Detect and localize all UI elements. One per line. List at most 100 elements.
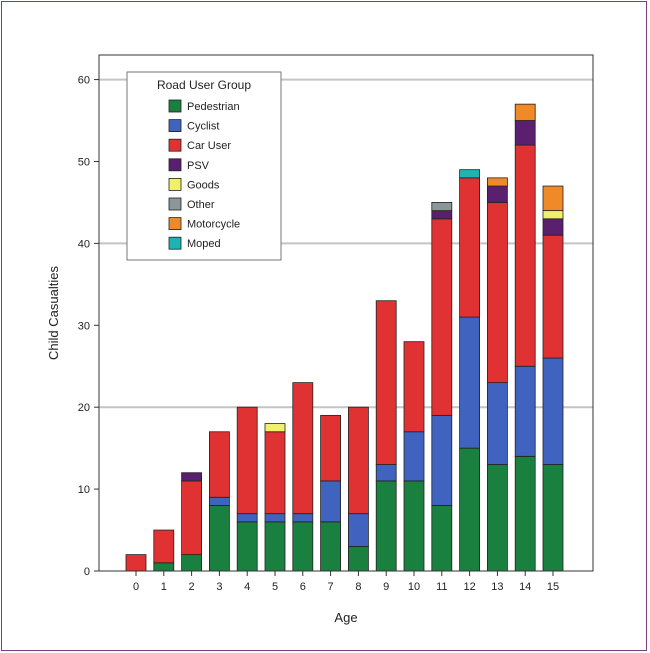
bar-segment	[208, 431, 230, 498]
bar-segment	[486, 382, 508, 465]
bar-segment	[486, 185, 508, 203]
legend-swatch	[168, 138, 182, 152]
x-tick-label: 15	[547, 581, 559, 593]
legend-box	[126, 71, 282, 261]
bar-segment	[347, 513, 369, 547]
bar-segment	[236, 521, 258, 572]
x-axis: 0 1 2 3 4 5 6 7 8 9 10 11 12 13 14 15	[133, 571, 559, 593]
x-tick-label: 8	[355, 581, 361, 593]
x-tick-label: 6	[300, 581, 306, 593]
bar-stack	[264, 423, 286, 572]
bar-segment	[347, 546, 369, 572]
x-tick-label: 9	[383, 581, 389, 593]
x-tick-label: 13	[491, 581, 503, 593]
bar-stack	[486, 177, 508, 572]
bar-segment	[181, 472, 203, 482]
bar-segment	[208, 496, 230, 506]
legend-item: Moped	[168, 236, 221, 250]
bar-stack	[542, 185, 564, 572]
y-axis-label: Child Casualties	[46, 266, 61, 360]
bar-segment	[292, 382, 314, 515]
legend-item: Pedestrian	[168, 99, 240, 113]
bar-segment	[431, 218, 453, 416]
bar-segment	[542, 210, 564, 220]
bar-segment	[486, 202, 508, 384]
y-tick-label: 0	[84, 566, 90, 578]
legend-label: Goods	[187, 179, 220, 191]
x-tick-label: 11	[436, 581, 447, 593]
legend-label: Motorcycle	[187, 219, 240, 231]
bar-segment	[431, 210, 453, 220]
bar-segment	[320, 521, 342, 572]
bar-segment	[486, 177, 508, 187]
bar-stack	[292, 382, 314, 572]
bar-segment	[208, 505, 230, 572]
bar-stack	[153, 529, 175, 572]
bar-segment	[125, 554, 147, 572]
legend-item: Cyclist	[168, 119, 219, 133]
legend-item: Goods	[168, 177, 220, 191]
bar-segment	[153, 529, 175, 564]
plot-border	[98, 54, 594, 572]
bar-stack	[514, 103, 536, 572]
legend-swatch	[168, 197, 182, 211]
y-tick-label: 60	[78, 75, 90, 87]
bar-segment	[236, 406, 258, 515]
legend-swatch	[168, 158, 182, 172]
bar-segment	[431, 505, 453, 572]
bar-segment	[542, 357, 564, 465]
x-tick-label: 12	[463, 581, 475, 593]
legend-item: Car User	[168, 138, 231, 152]
legend-label: PSV	[187, 160, 210, 172]
legend-label: Pedestrian	[187, 101, 240, 113]
bar-segment	[403, 341, 425, 433]
bar-stack	[431, 202, 453, 572]
bar-segment	[320, 414, 342, 482]
bar-segment	[375, 480, 397, 572]
legend-label: Car User	[187, 140, 231, 152]
bar-stack	[181, 472, 203, 572]
y-tick-label: 30	[78, 320, 90, 332]
bar-segment	[486, 464, 508, 572]
bar-segment	[542, 218, 564, 236]
bar-stack	[375, 300, 397, 572]
bar-stack	[459, 169, 481, 572]
bar-segment	[153, 562, 175, 572]
x-tick-label: 5	[272, 581, 278, 593]
bar-segment	[181, 554, 203, 572]
x-tick-label: 2	[189, 581, 195, 593]
bar-segment	[375, 300, 397, 465]
bar-stack	[347, 406, 369, 572]
bar-stack	[403, 341, 425, 572]
bars	[125, 103, 564, 572]
bar-stack	[208, 431, 230, 572]
bar-segment	[459, 169, 481, 179]
bar-segment	[459, 177, 481, 318]
legend-label: Other	[187, 199, 215, 211]
x-tick-label: 7	[328, 581, 334, 593]
legend: Road User Group Pedestrian Cyclist Car Use…	[126, 71, 282, 261]
legend-swatch	[168, 99, 182, 113]
legend-item: Motorcycle	[168, 217, 240, 231]
bar-segment	[320, 480, 342, 523]
x-tick-label: 3	[216, 581, 222, 593]
x-tick-label: 1	[161, 581, 167, 593]
legend-items: Pedestrian Cyclist Car User PSV Goods Other Mo…	[168, 99, 240, 250]
legend-title: Road User Group	[157, 78, 251, 92]
bar-segment	[181, 480, 203, 556]
y-tick-label: 50	[78, 156, 90, 168]
bar-segment	[403, 480, 425, 572]
bar-segment	[514, 365, 536, 457]
x-axis-label: Age	[334, 610, 357, 625]
legend-item: PSV	[168, 158, 210, 172]
bar-segment	[431, 414, 453, 506]
bar-segment	[264, 423, 286, 433]
bar-segment	[542, 464, 564, 572]
legend-swatch	[168, 119, 182, 132]
bar-stack	[320, 414, 342, 572]
y-tick-label: 20	[78, 402, 90, 414]
x-tick-label: 0	[133, 581, 139, 593]
y-tick-label: 40	[78, 238, 90, 250]
